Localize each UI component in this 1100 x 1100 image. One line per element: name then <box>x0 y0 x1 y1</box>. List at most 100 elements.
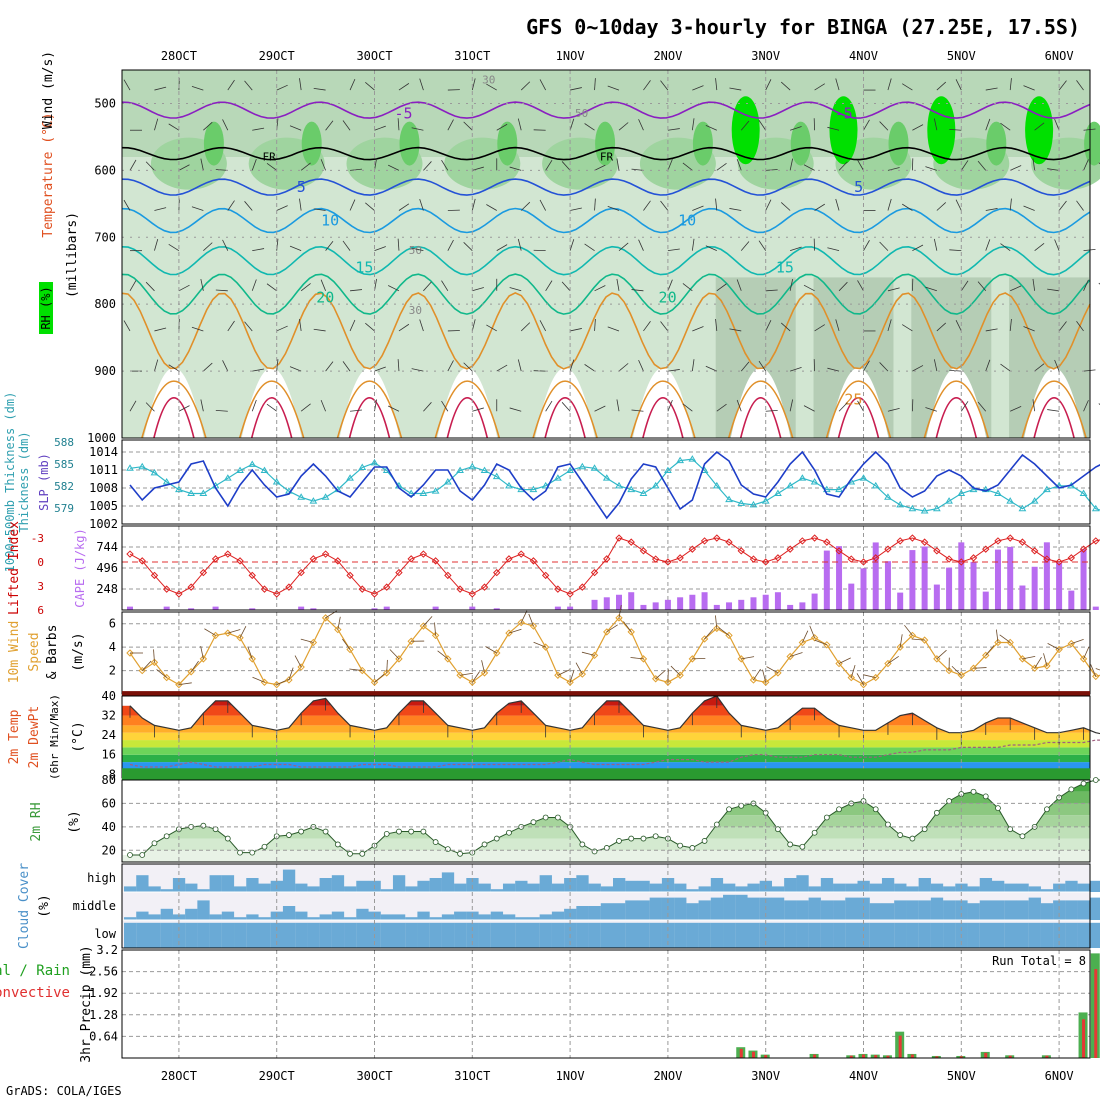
cape-bar <box>762 594 769 610</box>
wind-barb <box>387 405 400 412</box>
wind-barb <box>790 246 802 252</box>
isotherm-line <box>121 146 1091 161</box>
lifted-index-tick: 0 <box>37 556 44 569</box>
thickness-point <box>737 499 746 506</box>
isotherm-25 <box>1021 380 1087 439</box>
wind-barb <box>299 198 302 211</box>
precip-total-rain-label: Total / Rain <box>0 963 70 979</box>
cloud-high-cell <box>967 886 980 892</box>
wind-speed-point <box>175 680 183 689</box>
wind-barb <box>780 322 791 332</box>
wind-barb <box>299 78 302 91</box>
wind-barb <box>949 249 962 252</box>
wind-barb <box>222 119 229 131</box>
cloud-low-cell <box>441 922 455 948</box>
wind-barb <box>1032 399 1036 412</box>
rh-point <box>885 821 891 828</box>
slp-line <box>129 450 1100 520</box>
cloud-middle-cell <box>356 908 369 920</box>
cloud-high-cell <box>344 886 357 892</box>
wind-barb <box>178 405 190 412</box>
wind-barb <box>887 407 900 412</box>
rh-point <box>408 828 415 835</box>
wind-barb <box>705 245 717 252</box>
wind-speed-point <box>1079 655 1088 663</box>
thickness-point <box>431 487 440 494</box>
cloud-middle-cell <box>234 917 247 920</box>
wind-barb <box>423 281 432 292</box>
cloud-high-cell <box>649 883 662 892</box>
cloud-low-cell <box>454 922 467 948</box>
wind-barb <box>765 199 772 211</box>
cloud-middle-cell <box>502 914 516 920</box>
rh-moist-core <box>790 121 811 166</box>
cloud-low-cell <box>723 922 736 948</box>
wind-barb <box>985 359 991 372</box>
wind-barb-10m <box>809 625 815 638</box>
rh-point <box>1019 833 1026 840</box>
isotherm-label: -5 <box>395 104 413 122</box>
cloud-high-cell <box>600 886 614 892</box>
rh2m-axis-label: 2m RH <box>29 802 44 841</box>
cloud-middle-cell <box>331 911 345 920</box>
cloud-middle-cell <box>881 903 895 920</box>
cape-bar <box>738 599 745 610</box>
cloud-high-cell <box>258 883 271 892</box>
cloud-low-cell <box>1040 922 1054 948</box>
rh-point <box>946 798 952 804</box>
wind-barb <box>545 280 553 292</box>
wind-barb <box>313 328 326 332</box>
pressure-axis-label: (millibars) <box>65 212 80 298</box>
thickness-point <box>602 474 611 481</box>
wind-barb <box>863 119 870 131</box>
wind-barb <box>145 161 155 171</box>
lifted-index-point <box>1067 554 1076 562</box>
temperature-band <box>122 715 1090 726</box>
rh-point <box>554 814 561 821</box>
lifted-index-line <box>129 537 1100 595</box>
thickness-point <box>505 481 513 489</box>
wind-speed-point <box>615 614 623 622</box>
wind-barb <box>1083 279 1089 291</box>
wind-speed-point <box>346 645 354 654</box>
wind-barb <box>933 118 938 131</box>
isotherm-30 <box>348 397 391 439</box>
lifted-index-point <box>297 568 305 577</box>
wind-barb-10m <box>718 627 730 636</box>
wind-barb <box>692 205 704 211</box>
temperature-tick: 16 <box>102 748 116 762</box>
cloud-high-cell <box>710 878 724 892</box>
cloud-low-cell <box>710 922 724 948</box>
cloud-high-cell <box>906 886 919 892</box>
thickness-line <box>129 458 1100 512</box>
rh-moist-core <box>692 121 713 166</box>
wind-barb <box>912 365 924 372</box>
wind-barb <box>300 403 311 412</box>
wind-barb <box>300 162 311 171</box>
rh-point <box>249 849 256 856</box>
wind-barb <box>1000 363 1011 372</box>
cloud-low-cell <box>490 922 504 948</box>
thickness-tick: 582 <box>54 480 74 493</box>
wind-barb <box>539 79 547 91</box>
wind-speed-point <box>651 675 660 683</box>
wind-barb-10m <box>606 624 618 633</box>
isotherm-label: 5 <box>297 178 306 196</box>
cloud-low-cell <box>869 922 883 948</box>
wind-barb <box>168 123 180 131</box>
wind-speed-point <box>150 658 159 667</box>
date-label-top: 3NOV <box>751 49 780 63</box>
wind-barb <box>827 247 840 252</box>
wind10m-axis-label-2: Speed <box>27 632 42 671</box>
lifted-index-point <box>945 555 953 563</box>
cloud-middle-cell <box>429 917 442 920</box>
wind-barb <box>618 122 629 131</box>
wind-barb <box>1047 409 1060 412</box>
thickness-point <box>553 474 562 481</box>
cloud-low-cell <box>331 922 345 948</box>
wind-barb <box>276 205 288 211</box>
cloud-low-cell <box>625 922 638 948</box>
wind-speed-point <box>982 651 990 660</box>
date-label-top: 5NOV <box>947 49 976 63</box>
